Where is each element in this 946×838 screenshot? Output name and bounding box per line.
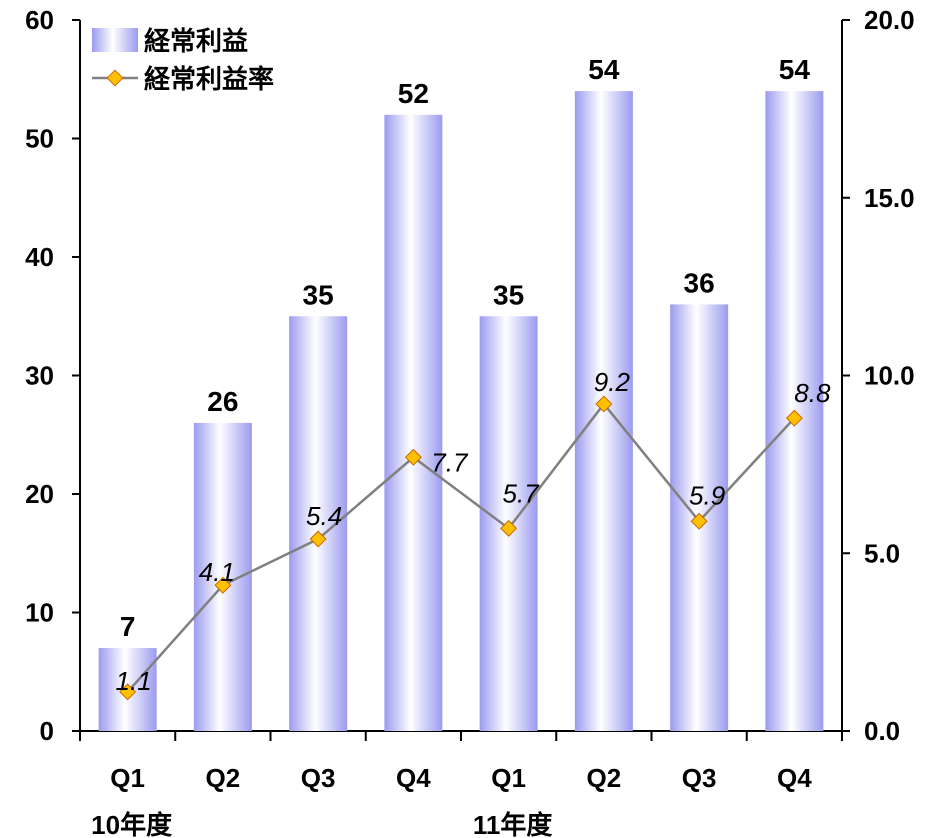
- right-tick-label: 15.0: [864, 183, 915, 213]
- legend-bar-swatch: [92, 28, 138, 52]
- x-tick-label: Q3: [301, 763, 336, 793]
- legend-line-marker: [106, 69, 124, 87]
- bar-value-label: 54: [779, 54, 811, 85]
- line-value-label: 5.7: [503, 478, 541, 508]
- line-marker: [595, 395, 613, 413]
- line-value-label: 5.4: [306, 501, 342, 531]
- right-tick-label: 5.0: [864, 538, 900, 568]
- bar-value-label: 26: [207, 386, 238, 417]
- right-tick-label: 10.0: [864, 361, 915, 391]
- line-value-label: 1.1: [116, 666, 152, 696]
- x-tick-label: Q4: [777, 763, 812, 793]
- bar-value-label: 35: [493, 279, 524, 310]
- line-path: [126, 401, 796, 693]
- labels-group: 7 26 35 52 35 54 36 54 1.1 4.1 5.4 7.7 5.7 9.2 5.9 8.8: [116, 54, 831, 696]
- bar-value-label: 36: [684, 267, 715, 298]
- right-tick-label: 20.0: [864, 5, 915, 35]
- x-tick-label: Q1: [110, 763, 145, 793]
- line-marker: [500, 519, 518, 537]
- line-value-label: 9.2: [594, 367, 631, 397]
- line-marker: [690, 512, 708, 530]
- line-marker: [119, 683, 137, 701]
- left-tick-label: 0: [40, 716, 54, 746]
- right-tick-label: 0.0: [864, 716, 900, 746]
- left-tick-label: 10: [25, 598, 54, 628]
- left-tick-label: 40: [25, 242, 54, 272]
- year-group-label: 10年度: [91, 810, 172, 838]
- x-tick-label: Q2: [587, 763, 622, 793]
- line-marker: [214, 576, 232, 594]
- bar-value-label: 52: [398, 78, 429, 109]
- bar-value-label: 35: [303, 279, 334, 310]
- left-tick-label: 30: [25, 361, 54, 391]
- bar-value-label: 7: [120, 611, 136, 642]
- line-marker: [785, 409, 803, 427]
- bar-value-label: 54: [588, 54, 620, 85]
- line-marker: [309, 530, 327, 548]
- bars-group: [98, 91, 824, 732]
- line-value-label: 4.1: [199, 557, 235, 587]
- x-tick-label: Q3: [682, 763, 717, 793]
- left-tick-label: 20: [25, 479, 54, 509]
- bar: [384, 114, 443, 732]
- line-value-label: 7.7: [431, 447, 469, 477]
- legend-bar-label: 経常利益: [144, 26, 248, 56]
- x-tick-label: Q4: [396, 763, 431, 793]
- x-tick-label: Q2: [206, 763, 241, 793]
- legend-line-label: 経常利益率: [144, 64, 274, 94]
- year-group-label: 11年度: [473, 810, 553, 838]
- line-marker: [404, 448, 422, 466]
- left-tick-label: 60: [25, 5, 54, 35]
- left-tick-label: 50: [25, 124, 54, 154]
- line-value-label: 8.8: [794, 378, 831, 408]
- axes-group: 0 10 20 30 40 50 60 0.0 5.0 10.0 15.0 20.0 Q1 Q2 Q3 Q4 Q…: [25, 5, 915, 838]
- line-series-group: [119, 395, 803, 701]
- line-value-label: 5.9: [689, 480, 725, 510]
- x-tick-label: Q1: [491, 763, 526, 793]
